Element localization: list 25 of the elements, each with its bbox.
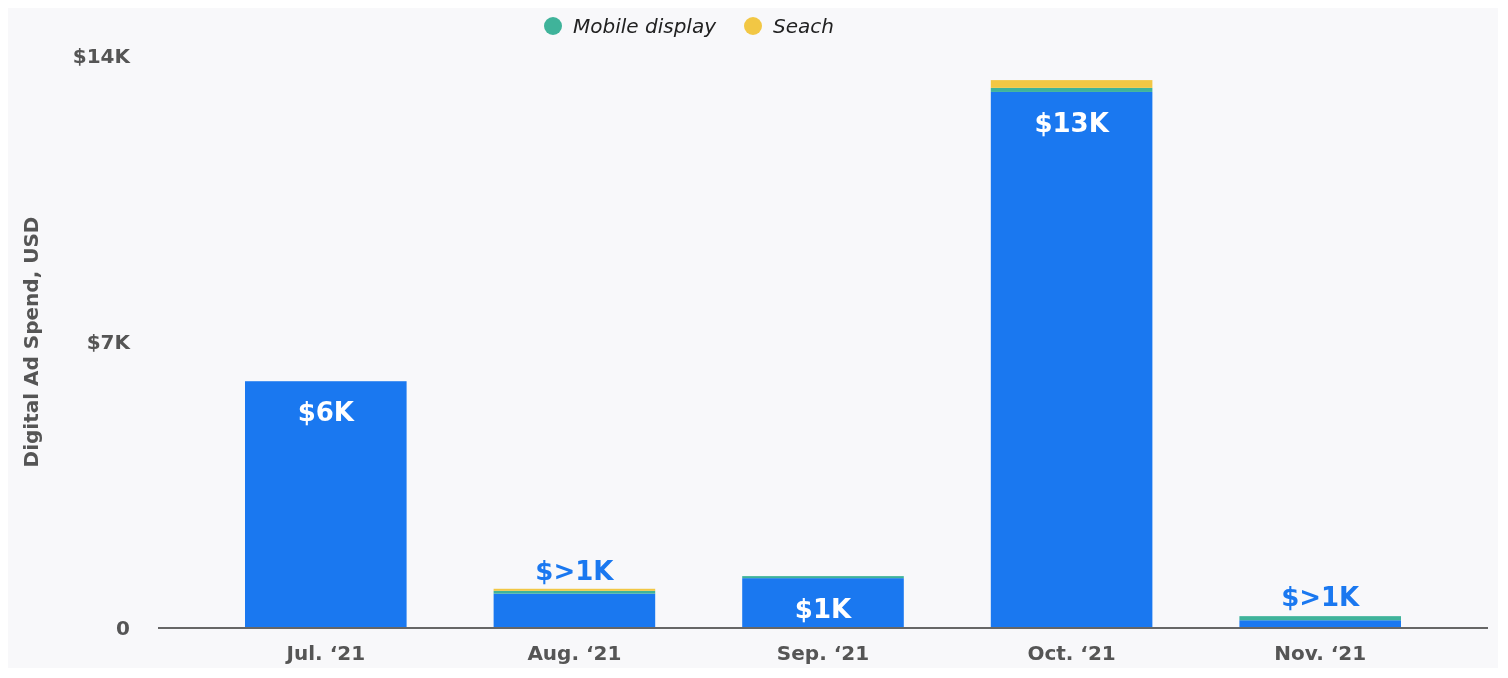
legend-label: Mobile display [573,14,718,38]
bar [742,576,904,579]
bar [245,381,407,628]
bar [742,578,904,628]
x-tick-label: Jul. ‘21 [284,641,366,665]
bar [990,91,1153,628]
x-tick-label: Sep. ‘21 [776,641,870,665]
data-label: $>1K [535,555,615,586]
x-tick-label: Oct. ‘21 [1027,641,1116,665]
bar [1239,620,1401,628]
x-tick-label: Nov. ‘21 [1274,641,1367,665]
bar [990,87,1153,92]
y-axis-title: Digital Ad Spend, USD [19,216,43,468]
data-label: $1K [794,594,853,625]
y-tick-label: $7K [86,330,132,354]
bar [990,80,1153,88]
data-label: $13K [1034,107,1110,138]
data-label: $6K [297,397,355,428]
legend-label: Seach [773,14,834,38]
bar [1239,616,1401,621]
y-tick-label: $14K [72,44,132,68]
data-label: $>1K [1281,582,1361,613]
y-tick-label: 0 [116,616,130,640]
bar [493,593,656,628]
x-tick-label: Aug. ‘21 [527,641,622,665]
